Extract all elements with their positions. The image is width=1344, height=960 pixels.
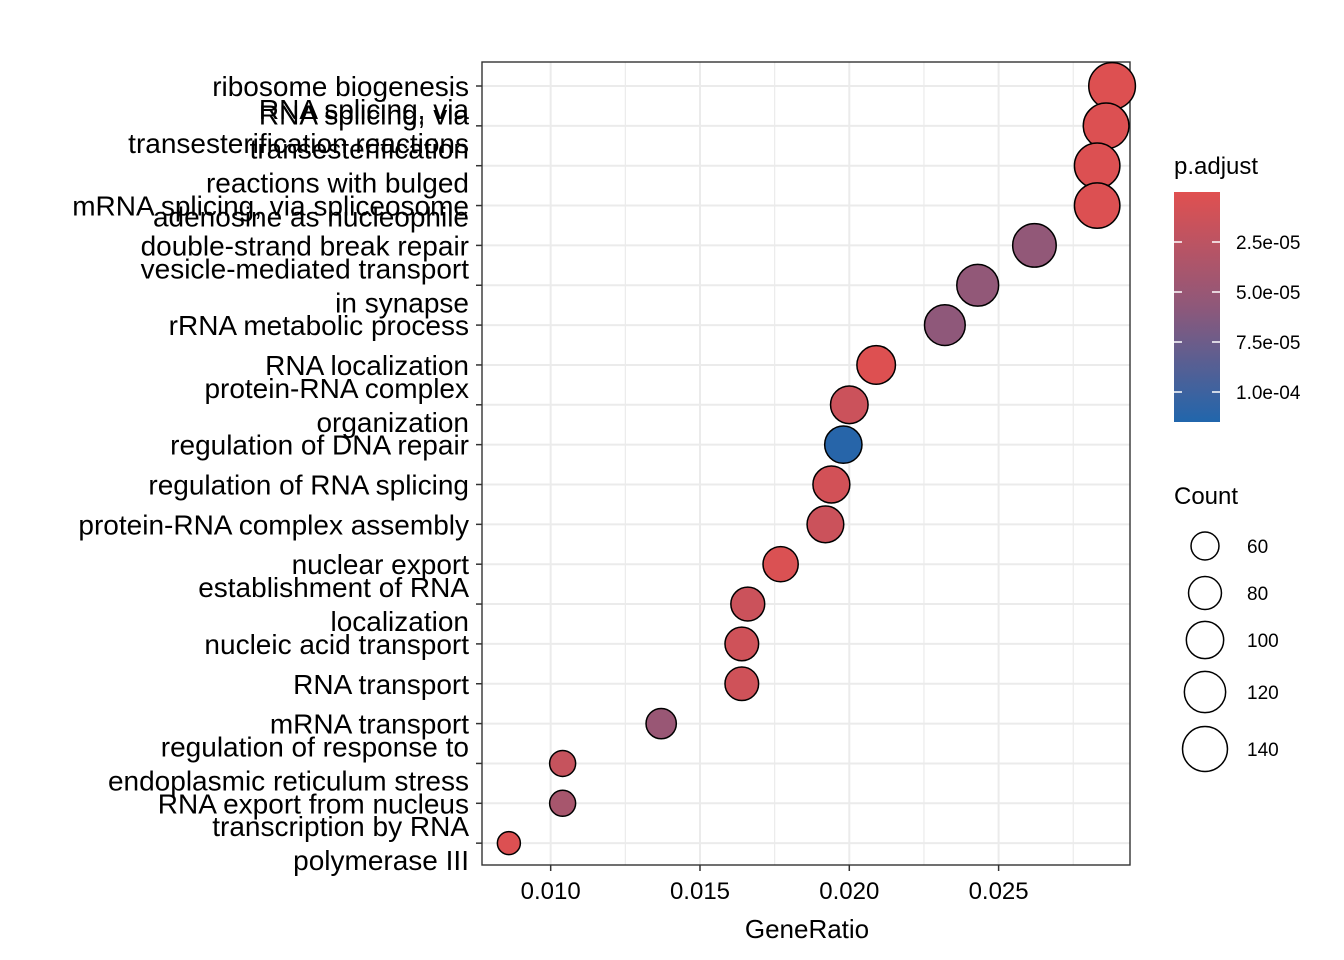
count-legend-key <box>1187 575 1223 611</box>
y-tick-label: RNA localization <box>265 350 469 381</box>
count-legend-key <box>1185 620 1225 660</box>
y-tick-label: ribosome biogenesis <box>212 71 469 102</box>
plot-border <box>481 61 1131 866</box>
p-adjust-legend: p.adjust 2.5e-05 5.0e-05 7.5e-05 1.0e-04 <box>1174 153 1301 422</box>
y-tick-label: nucleic acid transport <box>204 629 469 660</box>
x-axis-title: GeneRatio <box>745 914 869 944</box>
y-tick-label: rRNA metabolic process <box>169 310 469 341</box>
dot-point <box>1087 61 1137 111</box>
count-legend-label: 120 <box>1247 683 1279 704</box>
dot-point <box>1082 102 1130 150</box>
dot-point <box>496 830 522 856</box>
x-axis-ticks <box>549 865 1000 871</box>
dot-point <box>1011 222 1057 268</box>
p-adjust-colorbar <box>1174 192 1220 422</box>
x-tick-label: 0.015 <box>670 878 730 905</box>
grid-lines <box>481 61 1131 866</box>
x-axis-labels: 0.010 0.015 0.020 0.025 <box>521 878 1029 905</box>
dot-point <box>1073 142 1121 190</box>
y-tick-label: RNA export from nucleus <box>158 788 469 819</box>
x-tick-label: 0.010 <box>521 878 581 905</box>
y-tick-label: establishment of RNA localization <box>198 572 469 637</box>
x-tick-label: 0.020 <box>819 878 879 905</box>
dot-point <box>724 626 760 662</box>
dot-point <box>1073 182 1121 230</box>
y-tick-label: regulation of RNA splicing <box>148 470 469 501</box>
count-legend-label: 60 <box>1247 537 1268 558</box>
count-legend-label: 140 <box>1247 740 1279 761</box>
p-adjust-legend-title: p.adjust <box>1174 153 1258 180</box>
dot-point <box>806 505 845 544</box>
dot-point <box>645 707 678 740</box>
y-tick-label: mRNA transport <box>270 709 469 740</box>
data-points <box>496 61 1137 856</box>
colorbar-label: 2.5e-05 <box>1236 233 1300 254</box>
plot-panel <box>482 62 1130 865</box>
count-legend-label: 80 <box>1247 584 1268 605</box>
y-tick-label: protein-RNA complex assembly <box>78 509 469 540</box>
y-tick-label: RNA transport <box>293 669 469 700</box>
dot-point <box>724 666 760 702</box>
dot-point <box>548 789 577 818</box>
y-tick-label: nuclear export <box>292 549 470 580</box>
dot-point <box>548 749 577 778</box>
y-tick-label: double-strand break repair <box>141 230 469 261</box>
dot-point <box>762 545 799 583</box>
count-legend-key <box>1181 725 1229 773</box>
dot-point <box>923 303 966 347</box>
y-tick-label: RNA splicing, via transesterification reac… <box>153 100 469 233</box>
x-tick-label: 0.025 <box>969 878 1029 905</box>
dot-point <box>812 465 851 504</box>
dot-point <box>829 385 869 425</box>
y-tick-label: regulation of DNA repair <box>170 430 469 461</box>
count-legend: Count 60 80 100 120 140 <box>1174 483 1279 773</box>
dot-point <box>956 263 1000 307</box>
colorbar-label: 7.5e-05 <box>1236 333 1300 354</box>
y-tick-label: transcription by RNA polymerase III <box>212 811 469 876</box>
dot-point <box>730 586 766 622</box>
count-legend-key <box>1183 670 1227 714</box>
dot-point <box>823 425 863 465</box>
y-tick-label: vesicle-mediated transport in synapse <box>141 253 470 318</box>
y-tick-label: mRNA splicing, via spliceosome <box>72 191 469 222</box>
plot-background <box>482 62 1130 865</box>
y-tick-label: protein-RNA complex organization <box>204 373 469 438</box>
count-legend-label: 100 <box>1247 631 1279 652</box>
y-tick-label: regulation of response to endoplasmic ret… <box>108 731 469 796</box>
count-legend-title: Count <box>1174 483 1238 510</box>
y-tick-label: RNA splicing, via transesterification rea… <box>128 94 469 159</box>
colorbar-label: 5.0e-05 <box>1236 283 1300 304</box>
dot-point <box>856 344 897 385</box>
count-legend-key <box>1190 531 1220 561</box>
y-axis-ticks <box>476 85 482 844</box>
colorbar-label: 1.0e-04 <box>1236 383 1301 404</box>
